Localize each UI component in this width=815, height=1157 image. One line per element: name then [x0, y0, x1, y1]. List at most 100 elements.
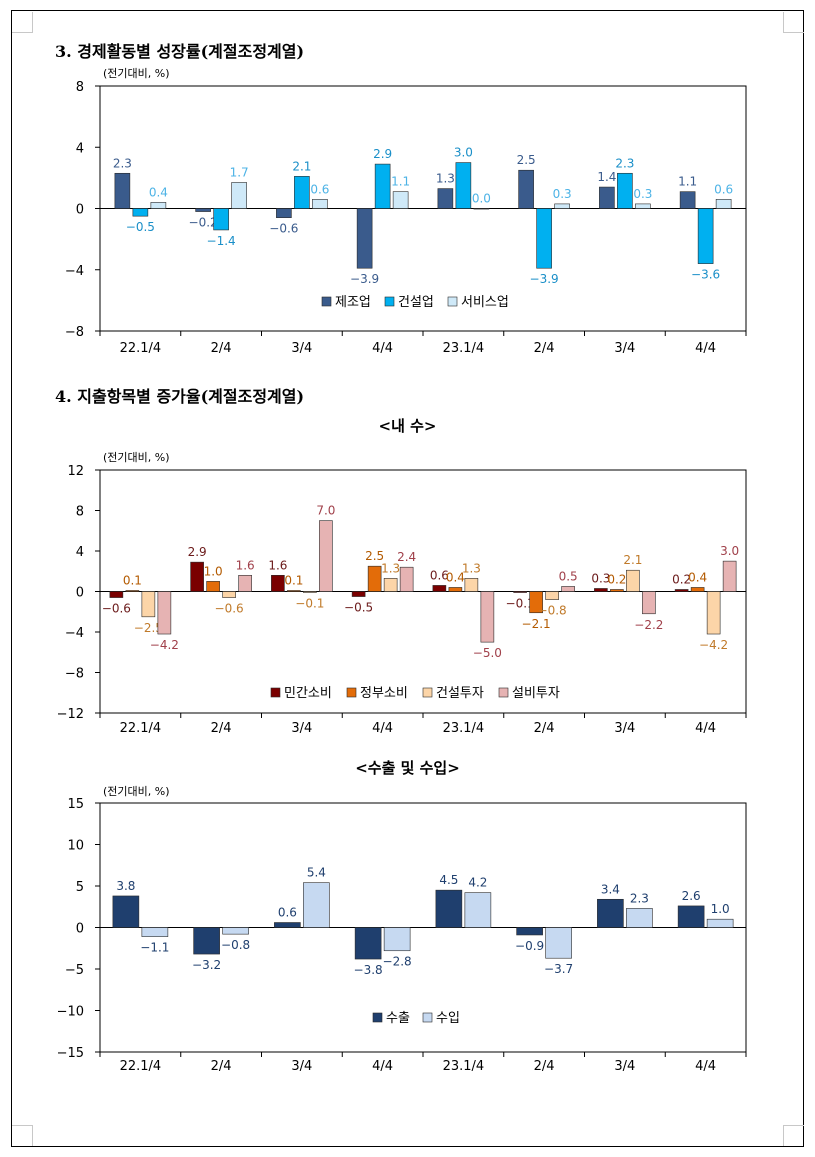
- bar-서비스업-23.1/4: [473, 208, 490, 210]
- bar-제조업-2/4: [518, 169, 534, 209]
- data-label: 7.0: [316, 504, 335, 518]
- category-label: 4/4: [372, 341, 393, 356]
- bar-제조업-3/4: [599, 186, 615, 209]
- data-label: 2.5: [365, 549, 384, 563]
- data-label: 1.1: [678, 175, 697, 189]
- bar-수입-2/4: [222, 927, 249, 935]
- data-label: −1.4: [207, 234, 236, 248]
- data-label: 0.2: [607, 572, 626, 586]
- bar-건설업-2/4: [536, 208, 552, 269]
- bar-건설투자-2/4: [222, 591, 236, 598]
- data-label: −0.6: [215, 602, 244, 616]
- data-label: −3.9: [350, 272, 379, 286]
- data-label: −4.2: [699, 638, 728, 652]
- data-label: −2.1: [522, 617, 551, 631]
- category-label: 3/4: [291, 721, 312, 736]
- y-tick-label: −12: [57, 707, 84, 722]
- crop-mark-bottom-right: [783, 1125, 804, 1146]
- data-label: 0.1: [284, 573, 303, 587]
- bar-설비투자-23.1/4: [480, 591, 495, 643]
- y-tick-label: −4: [65, 264, 84, 279]
- bar-건설투자-4/4: [706, 591, 721, 635]
- data-label: −3.2: [192, 958, 221, 972]
- legend-swatch: [498, 687, 509, 698]
- data-label: 2.1: [623, 553, 642, 567]
- category-label: 2/4: [534, 341, 555, 356]
- data-label: 5.4: [307, 866, 326, 880]
- bar-서비스업-2/4: [554, 203, 570, 209]
- legend-swatch: [447, 296, 458, 307]
- bar-수출-23.1/4: [435, 889, 463, 928]
- bar-건설투자-2/4: [545, 591, 559, 600]
- data-label: 0.6: [430, 568, 449, 582]
- y-tick-label: −10: [57, 1005, 84, 1020]
- bar-서비스업-22.1/4: [150, 202, 167, 209]
- category-label: 3/4: [291, 1059, 312, 1074]
- bar-정부소비-2/4: [529, 591, 543, 614]
- bar-건설업-22.1/4: [132, 208, 149, 217]
- bar-수출-2/4: [516, 927, 543, 936]
- data-label: −2.5: [134, 621, 163, 635]
- bar-수입-23.1/4: [464, 892, 492, 928]
- y-tick-label: 12: [67, 464, 84, 479]
- chart-2: (전기대비, %) 12 8 4 0 −4 −8 −12 22.1/4 2/4 3/4 4/4 23.1…: [57, 451, 747, 736]
- bar-서비스업-2/4: [231, 182, 247, 209]
- data-label: 0.3: [553, 187, 572, 201]
- bar-서비스업-3/4: [635, 203, 651, 209]
- legend-swatch: [384, 296, 395, 307]
- data-label: 0.4: [688, 570, 707, 584]
- data-label: −3.6: [691, 268, 720, 282]
- legend-label: 민간소비: [284, 686, 332, 701]
- data-label: 1.1: [391, 175, 410, 189]
- category-label: 22.1/4: [120, 1059, 162, 1074]
- data-label: 3.8: [116, 879, 135, 893]
- bar-수입-3/4: [303, 882, 330, 928]
- bar-건설업-3/4: [294, 176, 310, 209]
- category-label: 2/4: [211, 341, 232, 356]
- y-tick-label: 4: [76, 141, 84, 156]
- data-label: 0.2: [672, 572, 691, 586]
- y-tick-label: 5: [76, 880, 84, 895]
- bar-정부소비-3/4: [287, 590, 301, 592]
- unit-label: (전기대비, %): [103, 785, 170, 798]
- data-label: 1.0: [711, 902, 730, 916]
- legend-label: 서비스업: [461, 295, 509, 310]
- bar-설비투자-4/4: [399, 566, 414, 592]
- data-label: 1.4: [597, 170, 616, 184]
- bar-건설업-3/4: [617, 172, 633, 209]
- data-label: −2.2: [634, 618, 663, 632]
- bar-수출-2/4: [193, 927, 220, 955]
- legend-swatch: [422, 1012, 433, 1023]
- data-label: 1.3: [462, 561, 481, 575]
- data-label: 0.4: [149, 185, 168, 199]
- legend-label: 수입: [436, 1011, 460, 1026]
- bar-건설투자-3/4: [626, 569, 640, 592]
- bar-민간소비-2/4: [190, 561, 204, 592]
- legend-swatch: [270, 687, 281, 698]
- legend-label: 건설업: [398, 295, 434, 310]
- bar-수입-3/4: [626, 908, 653, 928]
- bar-수출-3/4: [597, 898, 624, 928]
- bar-수입-4/4: [383, 927, 411, 952]
- section3-title: 3. 경제활동별 성장률(계절조정계열): [55, 42, 305, 61]
- bar-정부소비-3/4: [610, 589, 624, 592]
- category-label: 2/4: [534, 1059, 555, 1074]
- data-label: 1.6: [268, 558, 287, 572]
- data-label: 0.0: [472, 192, 491, 206]
- bar-제조업-2/4: [195, 208, 211, 212]
- y-tick-label: −5: [65, 963, 84, 978]
- bar-서비스업-4/4: [715, 199, 732, 209]
- category-label: 2/4: [211, 1059, 232, 1074]
- y-tick-label: 10: [67, 839, 84, 854]
- category-label: 3/4: [614, 721, 635, 736]
- category-label: 3/4: [614, 341, 635, 356]
- y-tick-label: −8: [65, 667, 84, 682]
- data-label: −0.2: [189, 216, 218, 230]
- y-tick-label: 0: [76, 586, 84, 601]
- data-label: 2.3: [630, 891, 649, 905]
- bar-제조업-3/4: [276, 208, 292, 218]
- data-label: 0.3: [633, 187, 652, 201]
- legend-swatch: [372, 1012, 383, 1023]
- data-label: 2.4: [397, 550, 416, 564]
- data-label: 2.9: [188, 545, 207, 559]
